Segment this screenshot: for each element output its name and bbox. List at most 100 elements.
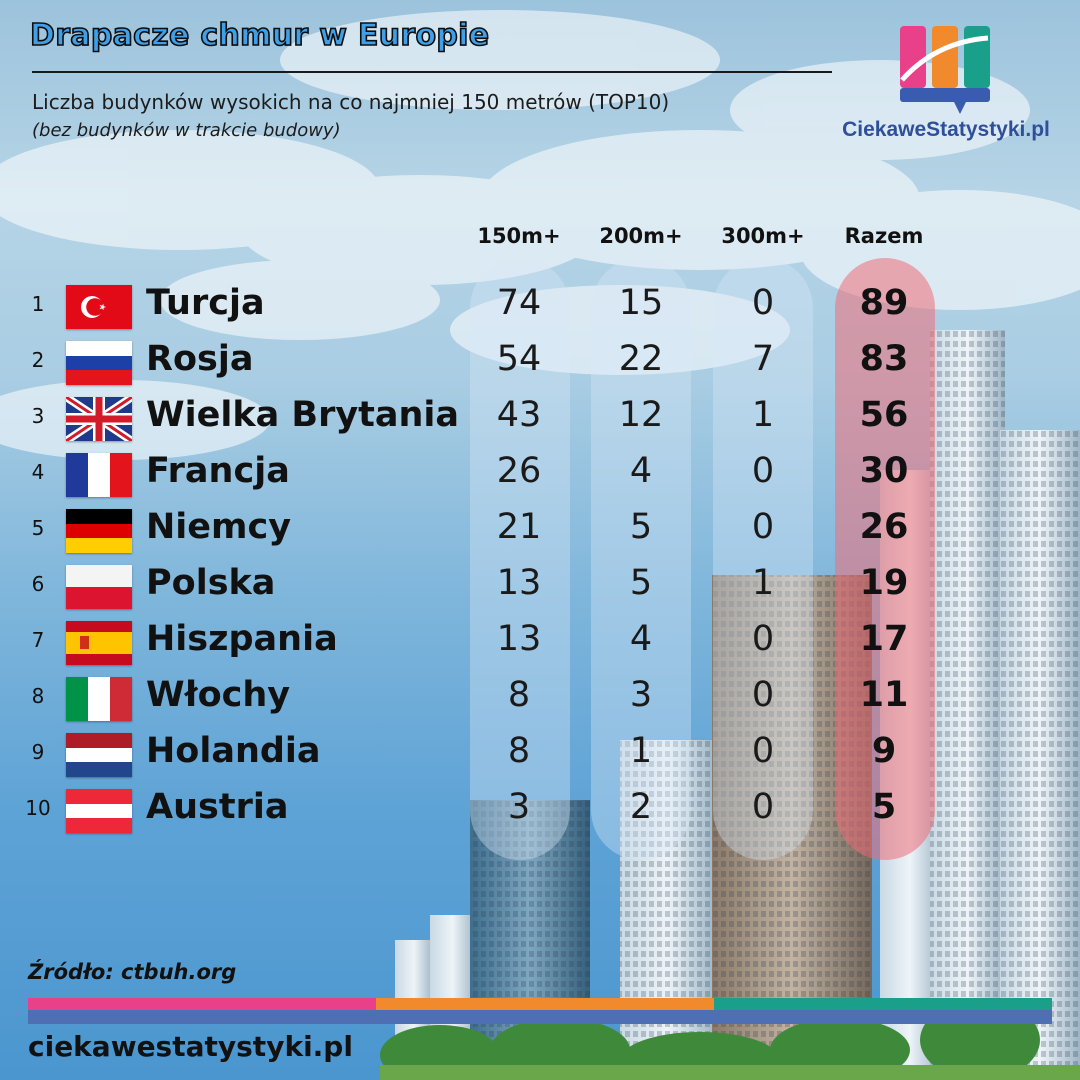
- brand-logo: CiekaweStatystyki.pl: [836, 22, 1056, 152]
- rank-number: 10: [25, 796, 51, 820]
- country-label: Turcja: [146, 283, 265, 323]
- count-value: 21: [496, 507, 542, 547]
- total-value: 30: [859, 451, 909, 491]
- footer-bar-orange: [376, 998, 714, 1010]
- table-row: 10 Austria 3 2 0 5: [0, 783, 1080, 839]
- column-highlight-200m: [591, 258, 691, 860]
- country-label: Włochy: [146, 675, 291, 715]
- column-header: Razem: [844, 224, 924, 248]
- count-value: 1: [629, 731, 653, 771]
- total-value: 19: [859, 563, 909, 603]
- count-value: 4: [629, 451, 653, 491]
- count-value: 0: [751, 507, 775, 547]
- table-row: 1 Turcja 74 15 0 89: [0, 279, 1080, 335]
- count-value: 0: [751, 619, 775, 659]
- column-highlight-total: [835, 258, 935, 860]
- total-value: 83: [859, 339, 909, 379]
- country-label: Holandia: [146, 731, 321, 771]
- spain-flag: [66, 621, 132, 665]
- table-row: 9 Holandia 8 1 0 9: [0, 727, 1080, 783]
- germany-flag: [66, 509, 132, 553]
- column-header: 200m+: [599, 224, 683, 248]
- total-value: 11: [859, 675, 909, 715]
- count-value: 22: [618, 339, 664, 379]
- count-value: 0: [751, 731, 775, 771]
- country-label: Austria: [146, 787, 289, 827]
- table-row: 8 Włochy 8 3 0 11: [0, 671, 1080, 727]
- count-value: 0: [751, 283, 775, 323]
- italy-flag: [66, 677, 132, 721]
- count-value: 0: [751, 451, 775, 491]
- source-note: Źródło: ctbuh.org: [28, 960, 237, 984]
- count-value: 74: [496, 283, 542, 323]
- count-value: 8: [507, 675, 531, 715]
- count-value: 4: [629, 619, 653, 659]
- total-value: 89: [859, 283, 909, 323]
- count-value: 12: [618, 395, 664, 435]
- total-value: 26: [859, 507, 909, 547]
- total-value: 5: [871, 787, 897, 827]
- table-row: 4 Francja 26 4 0 30: [0, 447, 1080, 503]
- rank-number: 8: [31, 684, 45, 708]
- brand-logo-icon: [900, 26, 990, 114]
- rank-number: 3: [31, 404, 45, 428]
- total-value: 9: [871, 731, 897, 771]
- total-value: 56: [859, 395, 909, 435]
- count-value: 13: [496, 619, 542, 659]
- chart-subtitle: Liczba budynków wysokich na co najmniej …: [32, 90, 670, 114]
- table-row: 2 Rosja 54 22 7 83: [0, 335, 1080, 391]
- country-label: Rosja: [146, 339, 254, 379]
- column-highlight-150m: [470, 258, 570, 860]
- rank-number: 6: [31, 572, 45, 596]
- total-value: 17: [859, 619, 909, 659]
- rank-number: 1: [31, 292, 45, 316]
- count-value: 5: [629, 507, 653, 547]
- country-label: Polska: [146, 563, 276, 603]
- country-label: Wielka Brytania: [146, 395, 460, 435]
- count-value: 54: [496, 339, 542, 379]
- russia-flag: [66, 341, 132, 385]
- count-value: 3: [629, 675, 653, 715]
- turkey-flag: [66, 285, 132, 329]
- table-row: 7 Hiszpania 13 4 0 17: [0, 615, 1080, 671]
- table-row: 6 Polska 13 5 1 19: [0, 559, 1080, 615]
- count-value: 15: [618, 283, 664, 323]
- count-value: 1: [751, 395, 775, 435]
- count-value: 0: [751, 787, 775, 827]
- table-row: 3 Wielka Brytania 43 12 1 56: [0, 391, 1080, 447]
- poland-flag: [66, 565, 132, 609]
- rank-number: 2: [31, 348, 45, 372]
- count-value: 26: [496, 451, 542, 491]
- count-value: 5: [629, 563, 653, 603]
- count-value: 43: [496, 395, 542, 435]
- chart-note: (bez budynków w trakcie budowy): [32, 120, 341, 141]
- country-label: Niemcy: [146, 507, 292, 547]
- column-header: 300m+: [721, 224, 805, 248]
- column-highlight-300m: [713, 258, 813, 860]
- country-label: Hiszpania: [146, 619, 338, 659]
- austria-flag: [66, 789, 132, 833]
- rank-number: 4: [31, 460, 45, 484]
- footer-bar-blue: [28, 1010, 1052, 1024]
- footer-bar-teal: [714, 998, 1052, 1010]
- count-value: 1: [751, 563, 775, 603]
- rank-number: 9: [31, 740, 45, 764]
- table-row: 5 Niemcy 21 5 0 26: [0, 503, 1080, 559]
- count-value: 2: [629, 787, 653, 827]
- count-value: 7: [751, 339, 775, 379]
- rank-number: 5: [31, 516, 45, 540]
- count-value: 13: [496, 563, 542, 603]
- count-value: 8: [507, 731, 531, 771]
- site-url: ciekawestatystyki.pl: [28, 1030, 353, 1063]
- chart-title: Drapacze chmur w Europie: [29, 17, 490, 54]
- footer-bar-pink: [28, 998, 376, 1010]
- uk-flag: [66, 397, 132, 441]
- country-label: Francja: [146, 451, 290, 491]
- count-value: 0: [751, 675, 775, 715]
- france-flag: [66, 453, 132, 497]
- brand-logo-text: CiekaweStatystyki.pl: [842, 118, 1050, 141]
- title-divider: [32, 71, 832, 73]
- rank-number: 7: [31, 628, 45, 652]
- count-value: 3: [507, 787, 531, 827]
